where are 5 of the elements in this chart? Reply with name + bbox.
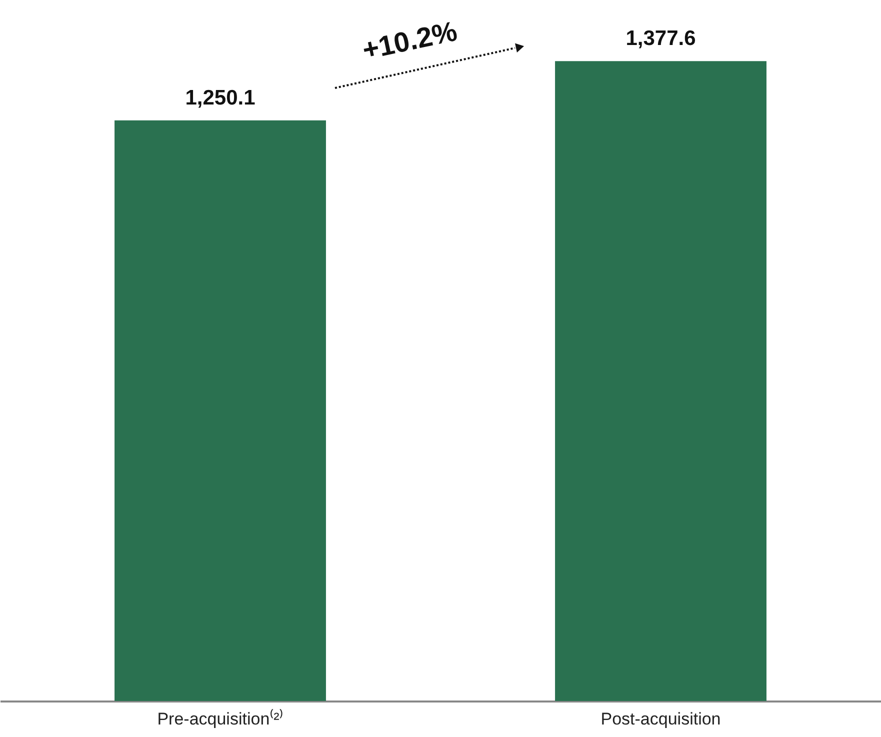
- annotation: +10.2%: [360, 15, 460, 66]
- x-tick-label: Post-acquisition: [600, 710, 721, 728]
- x-tick-label: Pre-acquisition⁽²⁾: [157, 708, 284, 728]
- data-label: 1,250.1: [185, 86, 256, 110]
- data-label: 1,377.6: [626, 27, 696, 50]
